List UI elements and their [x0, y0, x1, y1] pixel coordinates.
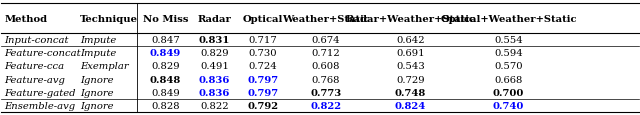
- Text: Feature-concat: Feature-concat: [4, 49, 81, 58]
- Text: 0.792: 0.792: [248, 101, 279, 110]
- Text: 0.740: 0.740: [493, 101, 524, 110]
- Text: 0.642: 0.642: [396, 36, 425, 45]
- Text: No Miss: No Miss: [143, 14, 188, 23]
- Text: 0.822: 0.822: [200, 101, 229, 110]
- Text: 0.768: 0.768: [312, 75, 340, 84]
- Text: Ignore: Ignore: [80, 75, 113, 84]
- Text: 0.848: 0.848: [150, 75, 181, 84]
- Text: 0.729: 0.729: [396, 75, 425, 84]
- Text: Feature-avg: Feature-avg: [4, 75, 65, 84]
- Text: Impute: Impute: [80, 49, 116, 58]
- Text: 0.674: 0.674: [312, 36, 340, 45]
- Text: Method: Method: [4, 14, 47, 23]
- Text: 0.668: 0.668: [494, 75, 523, 84]
- Text: 0.712: 0.712: [312, 49, 340, 58]
- Text: Technique: Technique: [80, 14, 138, 23]
- Text: 0.849: 0.849: [150, 49, 181, 58]
- Text: Radar+Weather+Static: Radar+Weather+Static: [346, 14, 476, 23]
- Text: Feature-gated: Feature-gated: [4, 88, 76, 97]
- Text: 0.691: 0.691: [396, 49, 425, 58]
- Text: 0.594: 0.594: [494, 49, 523, 58]
- Text: 0.543: 0.543: [396, 62, 425, 71]
- Text: 0.724: 0.724: [249, 62, 278, 71]
- Text: 0.700: 0.700: [493, 88, 524, 97]
- Text: Weather+Static: Weather+Static: [282, 14, 370, 23]
- Text: Feature-cca: Feature-cca: [4, 62, 65, 71]
- Text: 0.836: 0.836: [199, 88, 230, 97]
- Text: 0.822: 0.822: [310, 101, 341, 110]
- Text: Ensemble-avg: Ensemble-avg: [4, 101, 76, 110]
- Text: 0.847: 0.847: [151, 36, 180, 45]
- Text: 0.730: 0.730: [249, 49, 278, 58]
- Text: Impute: Impute: [80, 36, 116, 45]
- Text: Ignore: Ignore: [80, 101, 113, 110]
- Text: Ignore: Ignore: [80, 88, 113, 97]
- Text: 0.717: 0.717: [249, 36, 278, 45]
- Text: Input-concat: Input-concat: [4, 36, 69, 45]
- Text: Radar: Radar: [198, 14, 232, 23]
- Text: 0.831: 0.831: [199, 36, 230, 45]
- Text: 0.849: 0.849: [151, 88, 180, 97]
- Text: Exemplar: Exemplar: [80, 62, 129, 71]
- Text: 0.748: 0.748: [395, 88, 426, 97]
- Text: 0.797: 0.797: [248, 75, 279, 84]
- Text: 0.836: 0.836: [199, 75, 230, 84]
- Text: 0.824: 0.824: [395, 101, 426, 110]
- Text: 0.828: 0.828: [151, 101, 180, 110]
- Text: Optical: Optical: [243, 14, 284, 23]
- Text: 0.829: 0.829: [200, 49, 229, 58]
- Text: 0.554: 0.554: [494, 36, 523, 45]
- Text: 0.491: 0.491: [200, 62, 229, 71]
- Text: 0.797: 0.797: [248, 88, 279, 97]
- Text: 0.608: 0.608: [312, 62, 340, 71]
- Text: 0.570: 0.570: [494, 62, 523, 71]
- Text: Optical+Weather+Static: Optical+Weather+Static: [440, 14, 577, 23]
- Text: 0.773: 0.773: [310, 88, 341, 97]
- Text: 0.829: 0.829: [151, 62, 180, 71]
